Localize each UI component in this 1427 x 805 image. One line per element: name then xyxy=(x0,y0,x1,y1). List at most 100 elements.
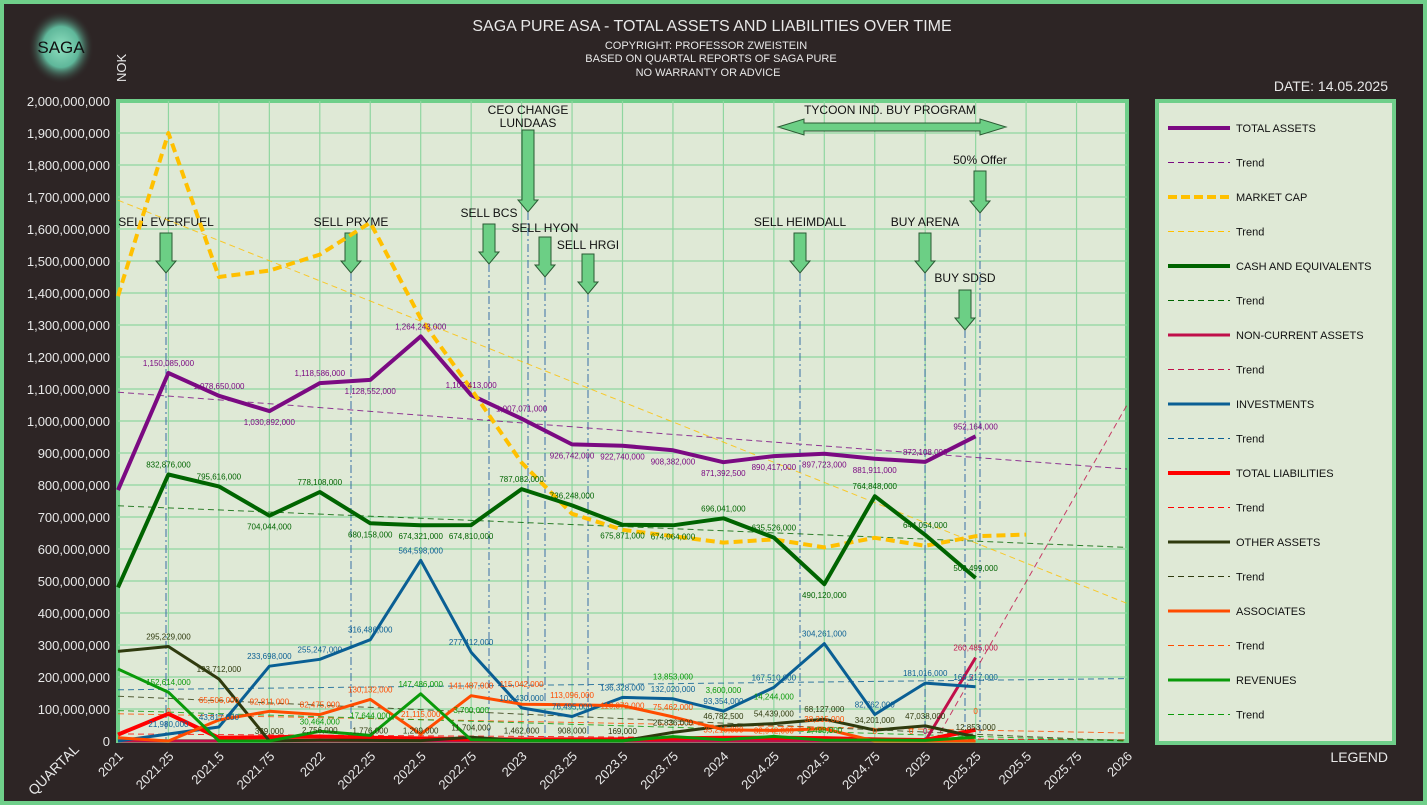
data-label: 11,704,000 xyxy=(451,723,491,732)
data-label: 75,462,000 xyxy=(653,703,694,712)
event-label: BUY ARENA xyxy=(891,215,959,229)
data-label: 1,462,000 xyxy=(504,727,540,736)
legend-trend-label: Trend xyxy=(1236,710,1264,722)
y-tick-label: 200,000,000 xyxy=(38,670,110,685)
down-arrow-icon xyxy=(516,129,540,213)
data-label: 130,132,000 xyxy=(348,685,393,694)
trend-line xyxy=(117,199,1128,604)
event-label: LUNDAAS xyxy=(500,116,557,130)
data-label: 674,321,000 xyxy=(398,532,443,541)
trend-line xyxy=(117,710,1128,742)
down-arrow-icon xyxy=(576,253,600,295)
data-label: 1,128,552,000 xyxy=(345,387,397,396)
annotations: SELL EVERFUEL SELL PRYME SELL BCS CEO CHANG… xyxy=(118,103,1008,741)
grid xyxy=(118,101,1127,741)
trend-line xyxy=(117,713,1128,734)
data-label: 1,105,413,000 xyxy=(446,381,498,390)
data-label: 255,247,000 xyxy=(298,645,343,654)
legend-item-label: INVESTMENTS xyxy=(1236,399,1314,411)
data-label: 115,042,000 xyxy=(500,680,544,689)
down-arrow-icon xyxy=(477,223,501,265)
data-label: 103,430,000 xyxy=(499,694,544,703)
y-tick-label: 600,000,000 xyxy=(38,542,110,557)
data-label: 32,942,000 xyxy=(754,726,795,735)
subtitle-2: BASED ON QUARTAL REPORTS OF SAGA PURE xyxy=(585,53,836,65)
down-arrow-icon xyxy=(339,232,363,274)
data-label: 304,261,000 xyxy=(802,630,847,639)
data-label: 92,811,000 xyxy=(250,697,290,706)
series-line-total-assets xyxy=(116,334,977,491)
data-label: 704,044,000 xyxy=(247,523,292,532)
data-label: 0 xyxy=(166,707,171,716)
series-line-cash-and-equivalents xyxy=(116,472,977,589)
data-label: 644,054,000 xyxy=(903,521,948,530)
data-label: 1,078,650,000 xyxy=(193,382,245,391)
down-arrow-icon xyxy=(788,232,812,274)
data-label: 14,244,000 xyxy=(754,692,795,701)
data-label: 908,382,000 xyxy=(651,457,696,466)
data-label: 564,598,000 xyxy=(398,546,443,555)
event-label: SELL HRGI xyxy=(557,238,619,252)
y-tick-label: 500,000,000 xyxy=(38,574,110,589)
data-label: 110,372,000 xyxy=(601,702,645,711)
data-label: 43,817,000 xyxy=(199,713,240,722)
series-line-revenues xyxy=(117,667,976,743)
series-lines xyxy=(116,131,1027,743)
data-label: 21,980,000 xyxy=(148,720,189,729)
event-label: SELL PRYME xyxy=(314,215,389,229)
y-tick-label: 1,500,000,000 xyxy=(27,254,110,269)
subtitle-3: NO WARRANTY OR ADVICE xyxy=(636,67,781,79)
y-tick-label: 1,000,000,000 xyxy=(27,414,110,429)
subtitle-1: COPYRIGHT: PROFESSOR ZWEISTEIN xyxy=(605,40,807,52)
trend-line xyxy=(117,678,1128,691)
data-label: 35,215,000 xyxy=(703,726,744,735)
legend-item-label: OTHER ASSETS xyxy=(1236,537,1320,549)
y-axis: 0 100,000,000 200,000,000 300,000,000 400,00… xyxy=(27,94,110,749)
data-label: 136,328,000 xyxy=(600,683,645,692)
y-tick-label: 1,200,000,000 xyxy=(27,350,110,365)
data-label: 696,041,000 xyxy=(701,504,746,513)
data-label: 167,510,000 xyxy=(752,673,797,682)
legend-item-label: NON-CURRENT ASSETS xyxy=(1236,330,1364,342)
data-label: 881,911,000 xyxy=(853,466,897,475)
y-tick-label: 1,400,000,000 xyxy=(27,286,110,301)
data-label: 509,499,000 xyxy=(953,564,998,573)
legend-trend-label: Trend xyxy=(1236,227,1264,239)
down-arrow-icon xyxy=(953,289,977,331)
y-tick-label: 400,000,000 xyxy=(38,606,110,621)
legend-item-label: MARKET CAP xyxy=(1236,192,1307,204)
y-tick-label: 100,000,000 xyxy=(38,702,110,717)
data-label: 181,016,000 xyxy=(903,669,948,678)
data-label: 872,108,000 xyxy=(903,448,948,457)
y-tick-label: 0 xyxy=(103,734,110,749)
down-arrow-icon xyxy=(968,170,992,214)
data-label: 82,475,000 xyxy=(300,701,341,710)
data-label: 1,264,243,000 xyxy=(395,322,447,331)
data-label: 68,127,000 xyxy=(804,705,845,714)
legend-trend-label: Trend xyxy=(1236,434,1264,446)
data-label: 1,030,892,000 xyxy=(244,418,296,427)
data-label: 30,464,000 xyxy=(300,717,341,726)
legend-trend-label: Trend xyxy=(1236,158,1264,170)
data-label: 147,486,000 xyxy=(398,680,443,689)
legend-caption: LEGEND xyxy=(1330,749,1388,765)
double-arrow-icon xyxy=(776,118,1008,136)
legend-panel xyxy=(1155,99,1396,745)
data-label: 169,517,000 xyxy=(953,673,998,682)
event-label: SELL HEIMDALL xyxy=(754,215,847,229)
data-label: 233,698,000 xyxy=(247,652,292,661)
data-label: 787,082,000 xyxy=(499,475,544,484)
legend-item-label: TOTAL LIABILITIES xyxy=(1236,468,1334,480)
data-label: 674,810,000 xyxy=(449,532,494,541)
y-tick-label: 1,900,000,000 xyxy=(27,126,110,141)
data-label: 3,700,000 xyxy=(453,706,489,715)
series-line-associates xyxy=(117,694,976,743)
event-label: SELL BCS xyxy=(461,206,518,220)
legend-trend-label: Trend xyxy=(1236,572,1264,584)
data-label: 17,644,000 xyxy=(350,711,391,720)
data-label: 897,723,000 xyxy=(802,461,847,470)
data-label: 2,756,000 xyxy=(302,726,338,735)
event-label: SELL HYON xyxy=(512,221,579,235)
y-tick-label: 900,000,000 xyxy=(38,446,110,461)
